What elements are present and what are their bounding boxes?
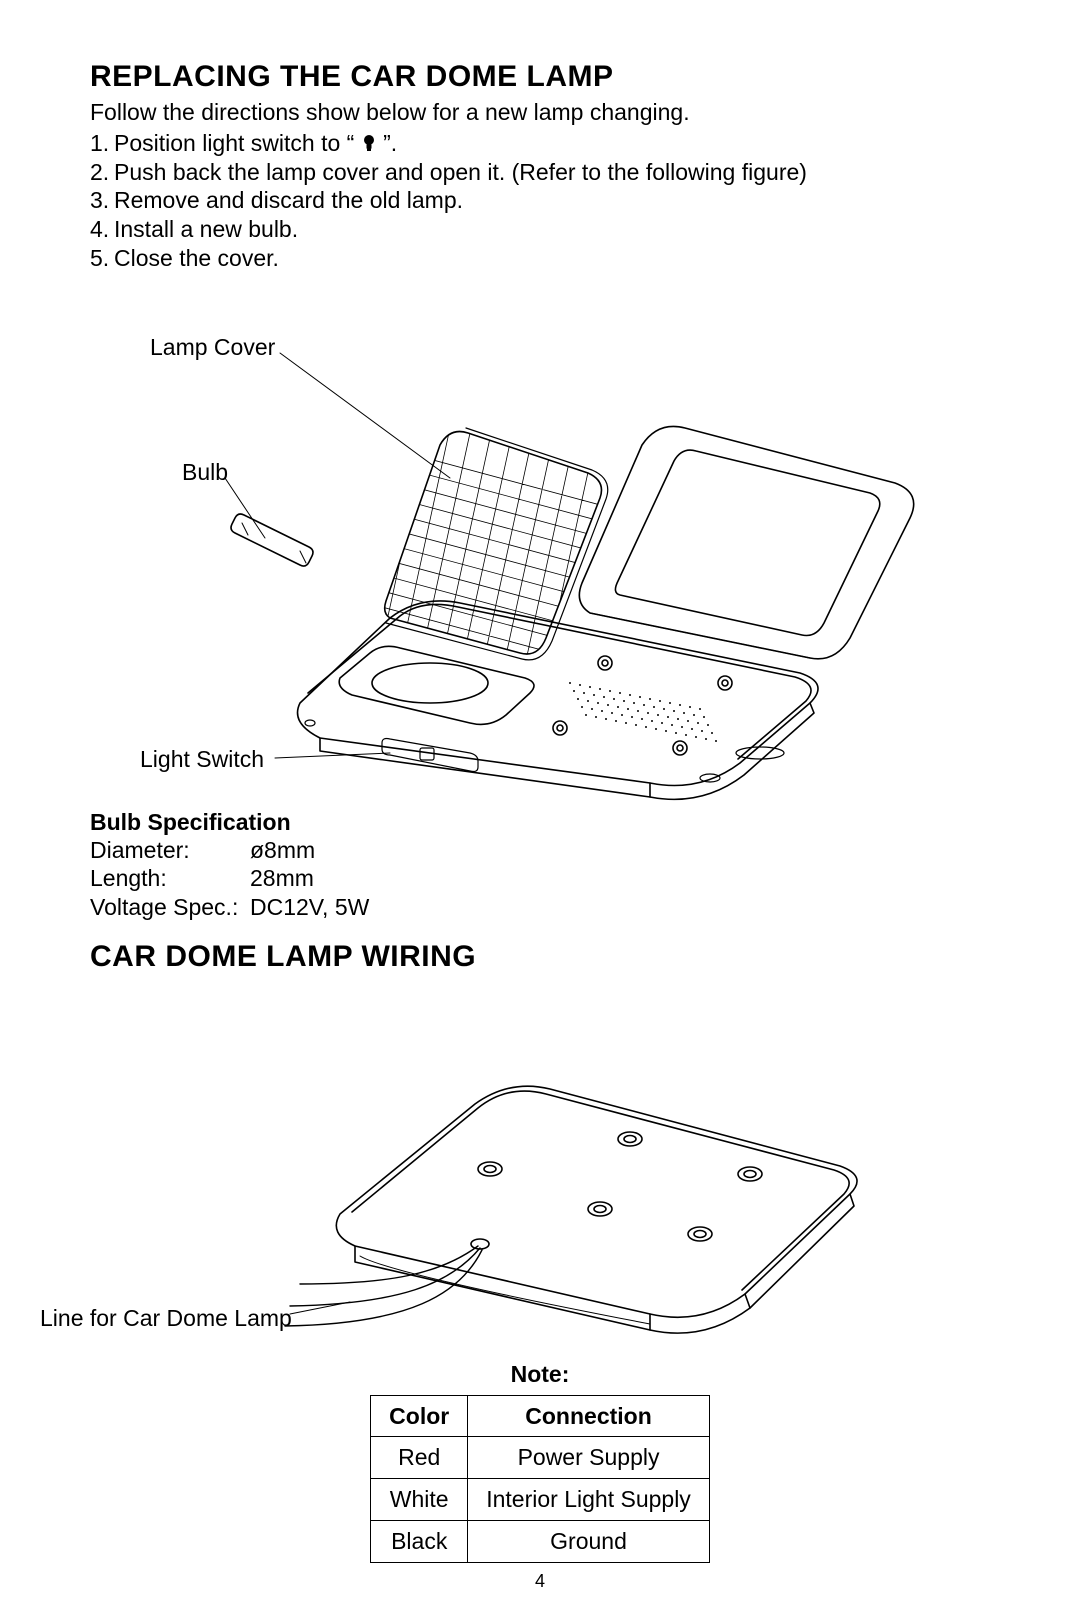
- step-list: 1.Position light switch to “ ”. 2.Push b…: [90, 129, 990, 273]
- col-color: Color: [371, 1395, 468, 1437]
- manual-page: REPLACING THE CAR DOME LAMP Follow the d…: [0, 0, 1080, 1618]
- figure-wiring: Line for Car Dome Lamp: [90, 984, 990, 1354]
- bulb-symbol-icon: [361, 133, 377, 153]
- section2-title: CAR DOME LAMP WIRING: [90, 940, 990, 974]
- step-3: 3.Remove and discard the old lamp.: [90, 186, 990, 215]
- wiring-table: Color Connection Red Power Supply White …: [370, 1395, 710, 1563]
- figure-lamp-replacement: Lamp Cover Bulb Light Switch: [90, 283, 990, 803]
- col-connection: Connection: [468, 1395, 710, 1437]
- page-number: 4: [0, 1571, 1080, 1592]
- callout-lamp-cover: Lamp Cover: [150, 333, 275, 362]
- spec-diameter: Diameter:ø8mm: [90, 836, 990, 865]
- callout-bulb: Bulb: [182, 458, 228, 487]
- step-4: 4.Install a new bulb.: [90, 215, 990, 244]
- section1-title: REPLACING THE CAR DOME LAMP: [90, 60, 990, 94]
- section1-intro: Follow the directions show below for a n…: [90, 98, 990, 127]
- table-header-row: Color Connection: [371, 1395, 710, 1437]
- bulb-spec-title: Bulb Specification: [90, 809, 990, 836]
- step-3-text: Remove and discard the old lamp.: [114, 187, 463, 213]
- table-row: Red Power Supply: [371, 1437, 710, 1479]
- spec-length: Length:28mm: [90, 864, 990, 893]
- spec-voltage: Voltage Spec.:DC12V, 5W: [90, 893, 990, 922]
- step-5: 5.Close the cover.: [90, 244, 990, 273]
- step-4-text: Install a new bulb.: [114, 216, 298, 242]
- table-row: Black Ground: [371, 1520, 710, 1562]
- callout-line-dome-lamp: Line for Car Dome Lamp: [40, 1304, 292, 1333]
- callout-light-switch: Light Switch: [140, 745, 264, 774]
- table-row: White Interior Light Supply: [371, 1479, 710, 1521]
- step-2-text: Push back the lamp cover and open it. (R…: [114, 159, 807, 185]
- step-1-text: Position light switch to “ ”.: [114, 130, 397, 156]
- wiring-illustration: [90, 984, 990, 1354]
- step-2: 2.Push back the lamp cover and open it. …: [90, 158, 990, 187]
- step-1: 1.Position light switch to “ ”.: [90, 129, 990, 158]
- note-label: Note:: [350, 1360, 730, 1389]
- step-5-text: Close the cover.: [114, 245, 279, 271]
- section2: CAR DOME LAMP WIRING: [90, 940, 990, 1563]
